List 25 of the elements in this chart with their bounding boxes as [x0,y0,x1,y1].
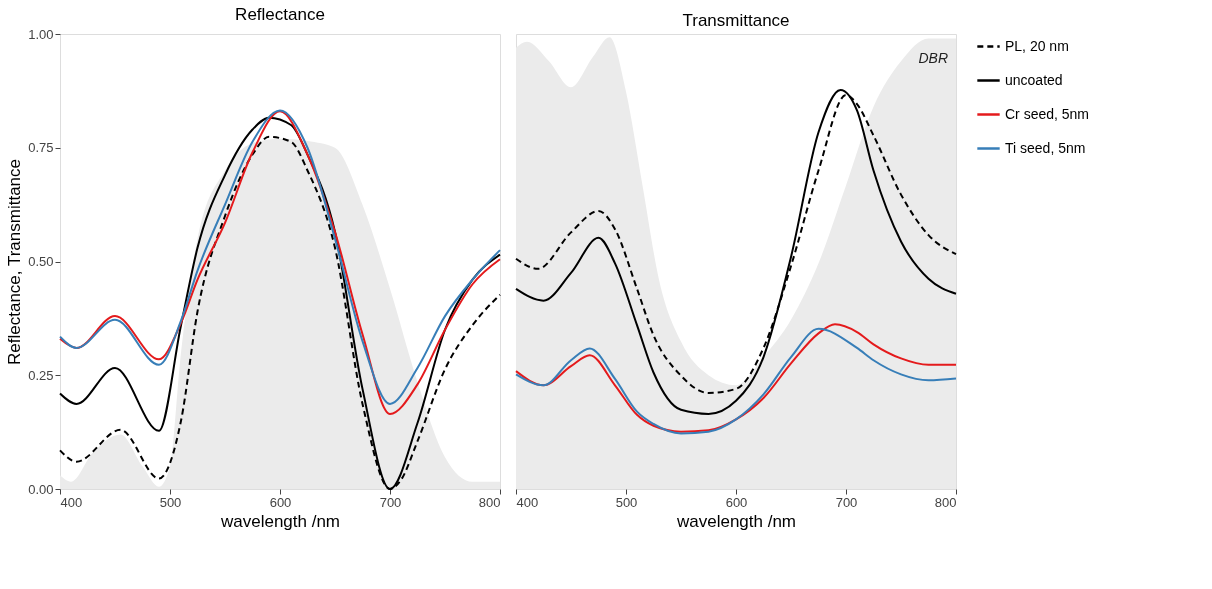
y-tick-label: 0.50 [28,254,54,269]
x-tick-label: 400 [516,494,539,510]
x-tick-label: 700 [379,494,402,510]
x-axis-title: wavelength /nm [219,511,341,531]
x-tick-label: 700 [835,494,858,510]
chart-title: Reflectance [235,5,325,24]
y-tick-label: 0.25 [28,367,54,383]
chart-title: Transmittance [682,11,790,30]
x-tick-label: 500 [159,494,182,510]
x-tick-label: 600 [725,494,748,510]
legend-label: PL, 20 nm [1005,37,1069,54]
x-tick-label: 500 [615,494,638,510]
x-tick-label: 800 [478,494,501,510]
y-tick-label: 0.75 [28,140,54,156]
x-tick-label: 600 [269,494,292,510]
y-tick-label: 1.00 [28,26,54,42]
x-axis-title: wavelength /nm [675,511,797,531]
y-tick-label: 0.00 [28,481,54,497]
annotation: DBR [918,50,948,66]
x-tick-label: 400 [60,494,83,510]
y-axis-title: Reflectance, Transmittance [5,159,25,365]
x-tick-label: 800 [934,494,957,510]
legend-label: Ti seed, 5nm [1005,139,1086,156]
legend-label: Cr seed, 5nm [1005,105,1090,122]
legend-label: uncoated [1005,71,1063,88]
